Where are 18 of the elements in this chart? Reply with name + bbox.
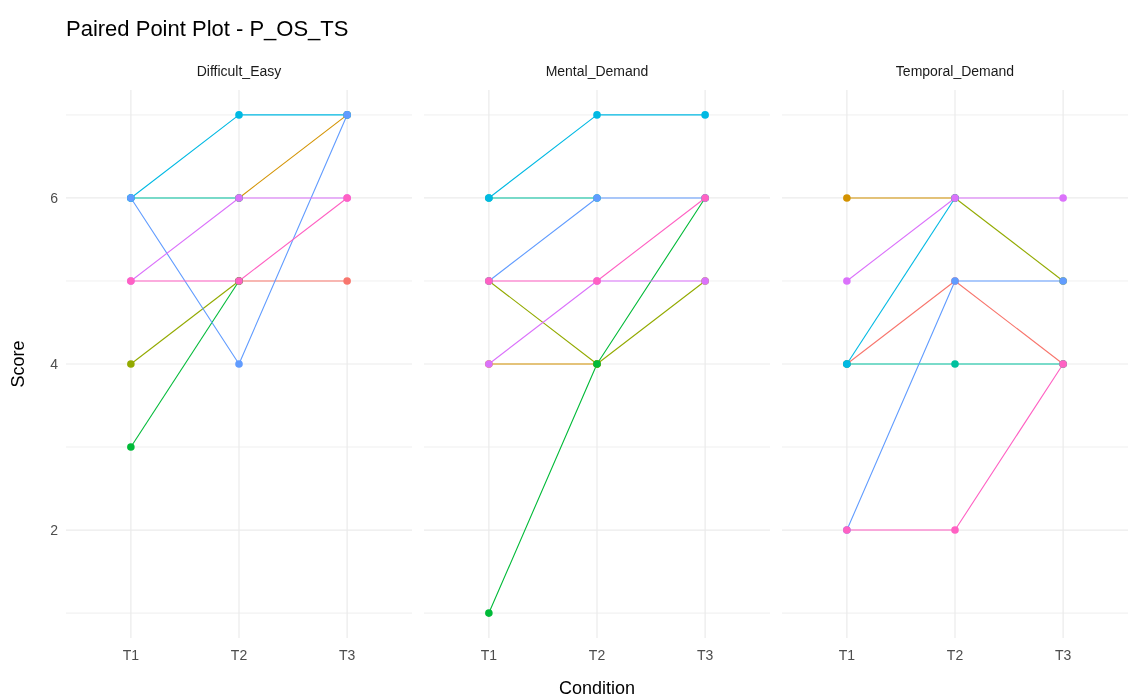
x-tick-label: T1 — [480, 647, 498, 663]
y-tick-label: 6 — [50, 189, 59, 206]
x-tick-label: T3 — [696, 647, 714, 663]
x-tick-label: T2 — [588, 647, 606, 663]
chart-subtitle: Temporal_Demand — [895, 63, 1015, 79]
chart-subtitle: Difficult_Easy — [196, 63, 282, 79]
x-axis-title: Condition — [558, 678, 636, 698]
y-tick-label: 4 — [50, 355, 59, 372]
y-tick-label: 2 — [50, 521, 59, 538]
x-tick-label: T1 — [838, 647, 856, 663]
x-tick-label: T1 — [122, 647, 140, 663]
x-tick-label: T3 — [338, 647, 356, 663]
chart-title: Paired Point Plot - P_OS_TS — [66, 16, 349, 41]
x-tick-label: T3 — [1054, 647, 1072, 663]
chart-subtitle: Mental_Demand — [545, 63, 649, 79]
x-tick-label: T2 — [946, 647, 964, 663]
x-tick-label: T2 — [230, 647, 248, 663]
y-axis-title: Score — [8, 340, 28, 388]
